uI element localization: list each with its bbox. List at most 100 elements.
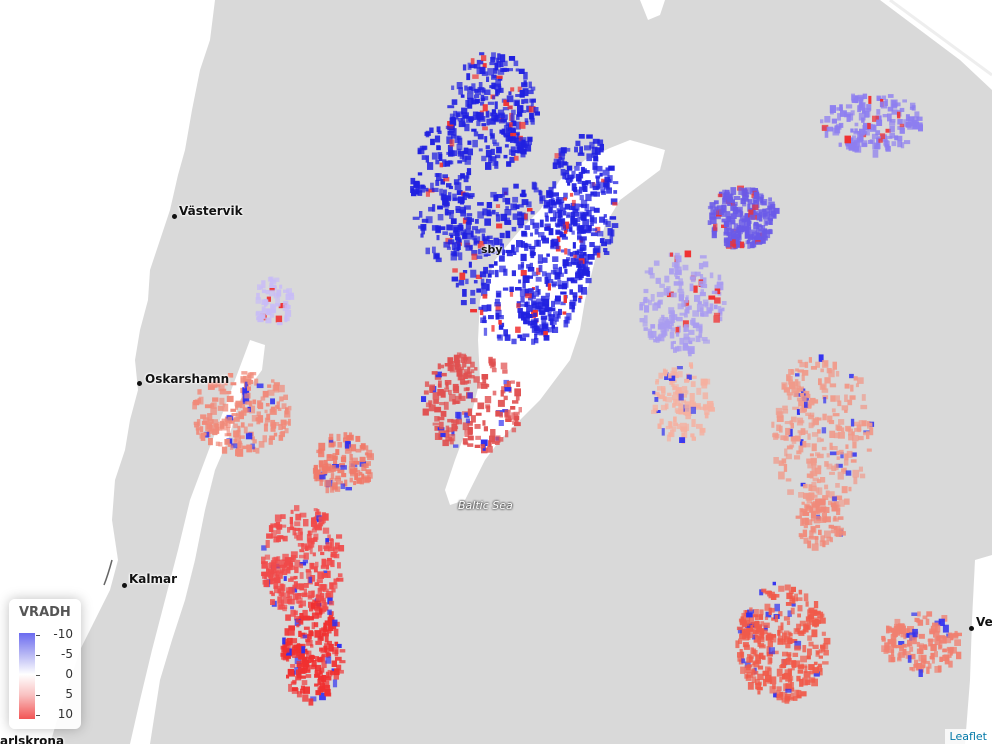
radar-echo-cell [489, 62, 495, 66]
radar-echo-cell [599, 238, 605, 243]
radar-echo-cell [524, 213, 528, 220]
radar-echo-cell [804, 666, 808, 673]
radar-echo-cell [504, 209, 512, 216]
radar-echo-cell [509, 122, 513, 128]
radar-echo-cell [866, 104, 872, 111]
radar-echo-cell [949, 649, 953, 656]
radar-echo-cell [744, 614, 751, 622]
radar-echo-cell [930, 644, 937, 652]
radar-echo-cell [811, 432, 819, 437]
radar-echo-cell [261, 556, 266, 564]
legend-tick-label: -5 [61, 647, 73, 661]
radar-echo-cell [486, 202, 493, 209]
radar-echo-cell [592, 248, 600, 256]
radar-echo-cell [198, 396, 204, 405]
radar-echo-cell [543, 331, 548, 337]
radar-echo-cell [194, 424, 199, 428]
radar-echo-cell [299, 613, 304, 621]
radar-echo-cell [470, 58, 475, 65]
radar-echo-cell [858, 420, 863, 427]
radar-echo-cell [652, 390, 656, 395]
radar-echo-cell [688, 362, 693, 367]
radar-echo-cell [265, 290, 270, 295]
radar-echo-cell [736, 226, 743, 231]
radar-echo-cell [521, 199, 529, 206]
radar-echo-cell [836, 107, 843, 111]
radar-echo-cell [673, 416, 677, 423]
radar-echo-cell [562, 172, 566, 180]
radar-echo-cell [692, 310, 700, 317]
radar-echo-cell [302, 559, 308, 564]
radar-echo-cell [274, 277, 280, 282]
radar-echo-cell [900, 142, 905, 149]
radar-echo-cell [542, 324, 548, 329]
radar-echo-cell [917, 611, 921, 617]
radar-echo-cell [467, 148, 473, 156]
radar-echo-cell [456, 238, 460, 243]
radar-echo-cell [751, 668, 756, 673]
radar-echo-cell [611, 223, 619, 228]
radar-echo-cell [639, 318, 645, 323]
radar-echo-cell [212, 428, 218, 436]
radar-echo-cell [274, 565, 281, 571]
radar-echo-cell [310, 631, 314, 637]
radar-echo-cell [540, 315, 548, 320]
radar-echo-cell [725, 211, 731, 219]
radar-echo-cell [912, 628, 918, 635]
radar-echo-cell [457, 137, 463, 145]
radar-echo-cell [785, 676, 792, 682]
radar-echo-cell [754, 624, 759, 629]
radar-echo-cell [471, 83, 476, 91]
radar-echo-cell [237, 442, 242, 449]
radar-echo-cell [569, 252, 574, 257]
radar-echo-cell [292, 584, 297, 589]
radar-echo-cell [713, 200, 719, 205]
radar-echo-cell [764, 235, 768, 241]
radar-echo-cell [344, 479, 348, 487]
radar-echo-cell [281, 403, 287, 409]
radar-echo-cell [200, 414, 207, 419]
radar-echo-cell [713, 223, 718, 231]
attribution-link[interactable]: Leaflet [944, 729, 992, 744]
radar-echo-cell [808, 607, 815, 614]
radar-echo-cell [295, 597, 303, 604]
radar-echo-cell [442, 189, 447, 196]
radar-echo-cell [542, 298, 550, 307]
radar-echo-cell [763, 678, 767, 687]
radar-echo-cell [844, 498, 850, 505]
radar-echo-cell [795, 628, 800, 632]
radar-echo-cell [577, 176, 582, 184]
radar-echo-cell [321, 573, 329, 578]
radar-echo-cell [740, 628, 747, 636]
radar-echo-cell [493, 237, 499, 246]
radar-echo-cell [759, 609, 764, 615]
radar-echo-cell [714, 206, 719, 211]
radar-echo-cell [582, 269, 589, 275]
radar-echo-cell [318, 545, 323, 552]
radar-echo-cell [694, 271, 701, 277]
radar-echo-cell [502, 187, 509, 196]
radar-echo-cell [462, 192, 467, 201]
radar-echo-cell [534, 338, 539, 344]
radar-echo-cell [803, 525, 808, 529]
radar-echo-cell [592, 138, 600, 144]
radar-echo-cell [504, 387, 512, 392]
radar-echo-cell [658, 319, 664, 325]
radar-echo-cell [824, 461, 829, 467]
radar-echo-cell [327, 669, 333, 677]
radar-echo-cell [467, 104, 473, 109]
radar-echo-cell [251, 436, 255, 441]
radar-echo-cell [443, 177, 450, 182]
radar-echo-cell [538, 189, 542, 196]
radar-echo-cell [455, 208, 461, 213]
radar-echo-cell [310, 575, 316, 582]
radar-echo-cell [298, 604, 303, 608]
radar-echo-cell [785, 657, 792, 665]
radar-echo-cell [564, 248, 568, 255]
radar-echo-cell [853, 376, 858, 381]
ventspils-dot [969, 626, 974, 631]
radar-echo-cell [332, 679, 338, 688]
radar-echo-cell [586, 134, 593, 139]
radar-echo-cell [278, 435, 284, 441]
